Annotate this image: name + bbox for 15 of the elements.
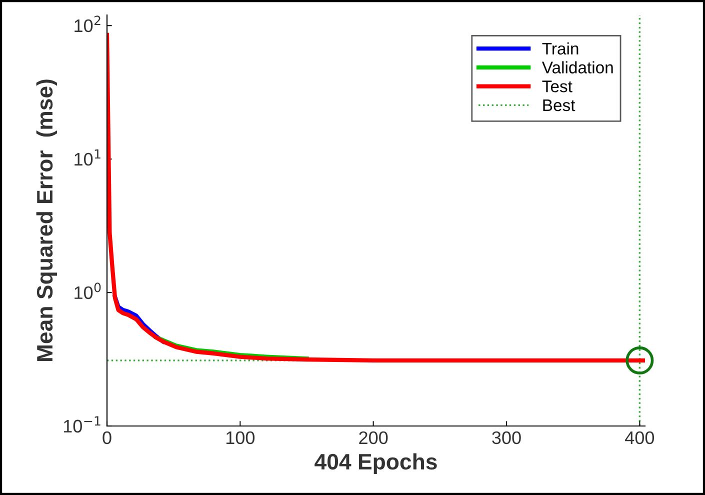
legend-label: Train [542,42,578,55]
x-tick-label: 200 [359,431,388,444]
x-tick-label: 100 [226,431,255,444]
legend-label: Validation [542,61,613,74]
x-axis-title: 404 Epochs [314,453,437,474]
y-tick-label: 10$^{−1}$ [64,416,100,433]
x-tick-label: 400 [625,431,654,444]
y-tick-label: 10$^{0}$ [74,282,101,300]
x-tick-label: 0 [102,431,112,444]
x-tick-label: 300 [492,431,521,444]
legend-label: Best [543,100,576,112]
y-tick-label: 10$^{1}$ [74,149,100,166]
y-tick-label: 10$^{2}$ [74,16,100,32]
y-axis-title: Mean Squared Error (mse) [36,80,58,362]
legend-label: Test [542,80,572,92]
